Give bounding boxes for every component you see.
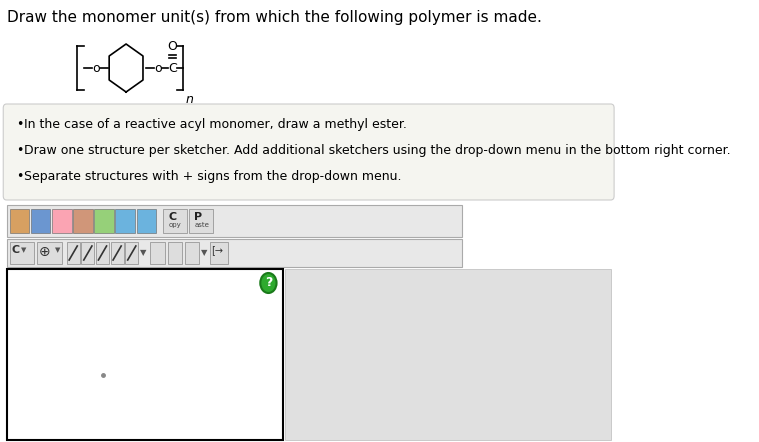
Bar (37, 242, 61, 264)
Text: P: P (194, 212, 203, 222)
Bar (81, 242, 94, 264)
Bar (137, 209, 156, 233)
Text: o: o (154, 61, 162, 75)
Text: Draw the monomer unit(s) from which the following polymer is made.: Draw the monomer unit(s) from which the … (7, 10, 541, 25)
Text: •: • (16, 170, 24, 183)
Bar (184, 242, 200, 264)
Bar (189, 209, 213, 233)
Text: aste: aste (194, 222, 209, 228)
Bar (168, 242, 182, 264)
Bar (162, 209, 187, 233)
Bar (115, 209, 135, 233)
Text: ▼: ▼ (201, 248, 207, 257)
Text: C: C (168, 61, 177, 75)
Text: In the case of a reactive acyl monomer, draw a methyl ester.: In the case of a reactive acyl monomer, … (24, 118, 408, 131)
Bar (7, 269, 283, 440)
Text: o: o (92, 61, 99, 75)
Text: C: C (168, 212, 177, 222)
Text: [→: [→ (212, 245, 223, 255)
Text: Separate structures with + signs from the drop-down menu.: Separate structures with + signs from th… (24, 170, 402, 183)
Bar (31, 209, 50, 233)
Circle shape (260, 273, 276, 293)
Bar (125, 242, 138, 264)
Text: ▼: ▼ (21, 247, 27, 253)
Bar (10, 209, 30, 233)
Bar (94, 209, 114, 233)
Text: ?: ? (265, 277, 272, 290)
Text: C: C (11, 245, 20, 255)
FancyBboxPatch shape (3, 104, 614, 200)
Text: opy: opy (168, 222, 181, 228)
Bar (209, 242, 228, 264)
Text: •: • (16, 118, 24, 131)
Bar (150, 242, 165, 264)
Bar (111, 242, 124, 264)
Bar (52, 209, 71, 233)
Text: O: O (168, 39, 178, 53)
Text: ▼: ▼ (140, 248, 146, 257)
Text: •: • (16, 144, 24, 157)
Bar (96, 242, 109, 264)
Text: Draw one structure per sketcher. Add additional sketchers using the drop-down me: Draw one structure per sketcher. Add add… (24, 144, 731, 157)
Bar (7, 205, 462, 237)
Bar (10, 242, 34, 264)
Bar (7, 239, 462, 267)
Text: ⊕: ⊕ (39, 245, 51, 259)
Text: n: n (185, 93, 194, 106)
Bar (67, 242, 80, 264)
Bar (285, 269, 611, 440)
Bar (73, 209, 93, 233)
Text: ▼: ▼ (55, 247, 61, 253)
